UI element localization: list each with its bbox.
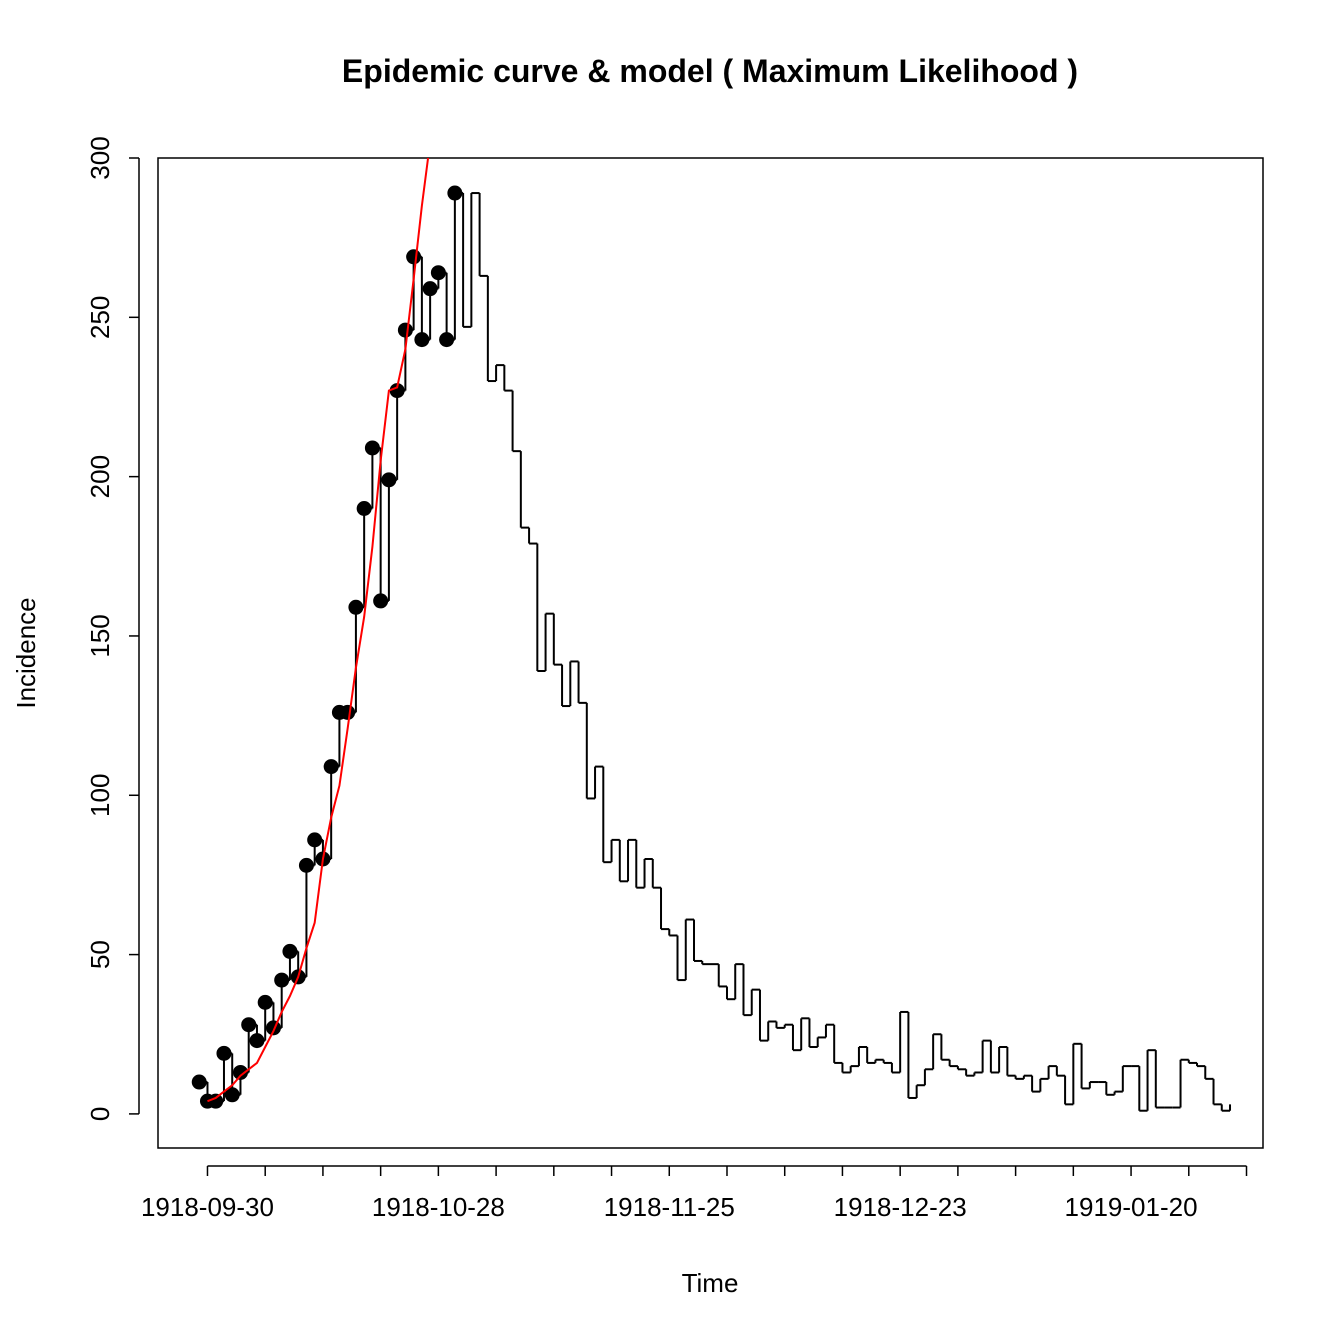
data-point <box>397 322 413 338</box>
y-tick-label: 0 <box>85 1107 115 1121</box>
data-point <box>373 593 389 609</box>
data-point <box>348 599 364 615</box>
data-point <box>356 500 372 516</box>
chart-title: Epidemic curve & model ( Maximum Likelih… <box>342 53 1078 89</box>
data-point <box>422 281 438 297</box>
data-point <box>364 440 380 456</box>
data-point <box>389 383 405 399</box>
y-tick-label: 150 <box>85 614 115 657</box>
data-point <box>323 759 339 775</box>
data-point <box>241 1017 257 1033</box>
x-tick-label: 1918-09-30 <box>141 1192 274 1222</box>
data-point <box>381 472 397 488</box>
data-point <box>191 1074 207 1090</box>
x-tick-label: 1918-12-23 <box>834 1192 967 1222</box>
y-tick-label: 300 <box>85 136 115 179</box>
data-point <box>340 704 356 720</box>
data-point <box>406 249 422 265</box>
x-axis-label: Time <box>682 1268 739 1298</box>
y-tick-label: 250 <box>85 296 115 339</box>
data-point <box>298 857 314 873</box>
x-tick-label: 1919-01-20 <box>1065 1192 1198 1222</box>
data-point <box>249 1033 265 1049</box>
plot-box <box>157 157 1264 1149</box>
data-point <box>224 1087 240 1103</box>
data-point <box>232 1064 248 1080</box>
data-point <box>447 185 463 201</box>
data-point <box>414 332 430 348</box>
y-tick-label: 200 <box>85 455 115 498</box>
step-riser <box>206 193 1232 1111</box>
data-point <box>439 332 455 348</box>
data-point <box>274 972 290 988</box>
model-line <box>207 158 430 1103</box>
y-tick-label: 100 <box>85 774 115 817</box>
data-point <box>208 1093 224 1109</box>
data-point <box>282 943 298 959</box>
data-point <box>307 832 323 848</box>
y-tick-label: 50 <box>85 940 115 969</box>
plot-area <box>191 158 1232 1112</box>
data-point <box>216 1045 232 1061</box>
data-point <box>257 994 273 1010</box>
x-tick-label: 1918-10-28 <box>372 1192 505 1222</box>
x-tick-label: 1918-11-25 <box>604 1192 735 1222</box>
data-point <box>430 265 446 281</box>
y-axis-label: Incidence <box>11 597 41 708</box>
